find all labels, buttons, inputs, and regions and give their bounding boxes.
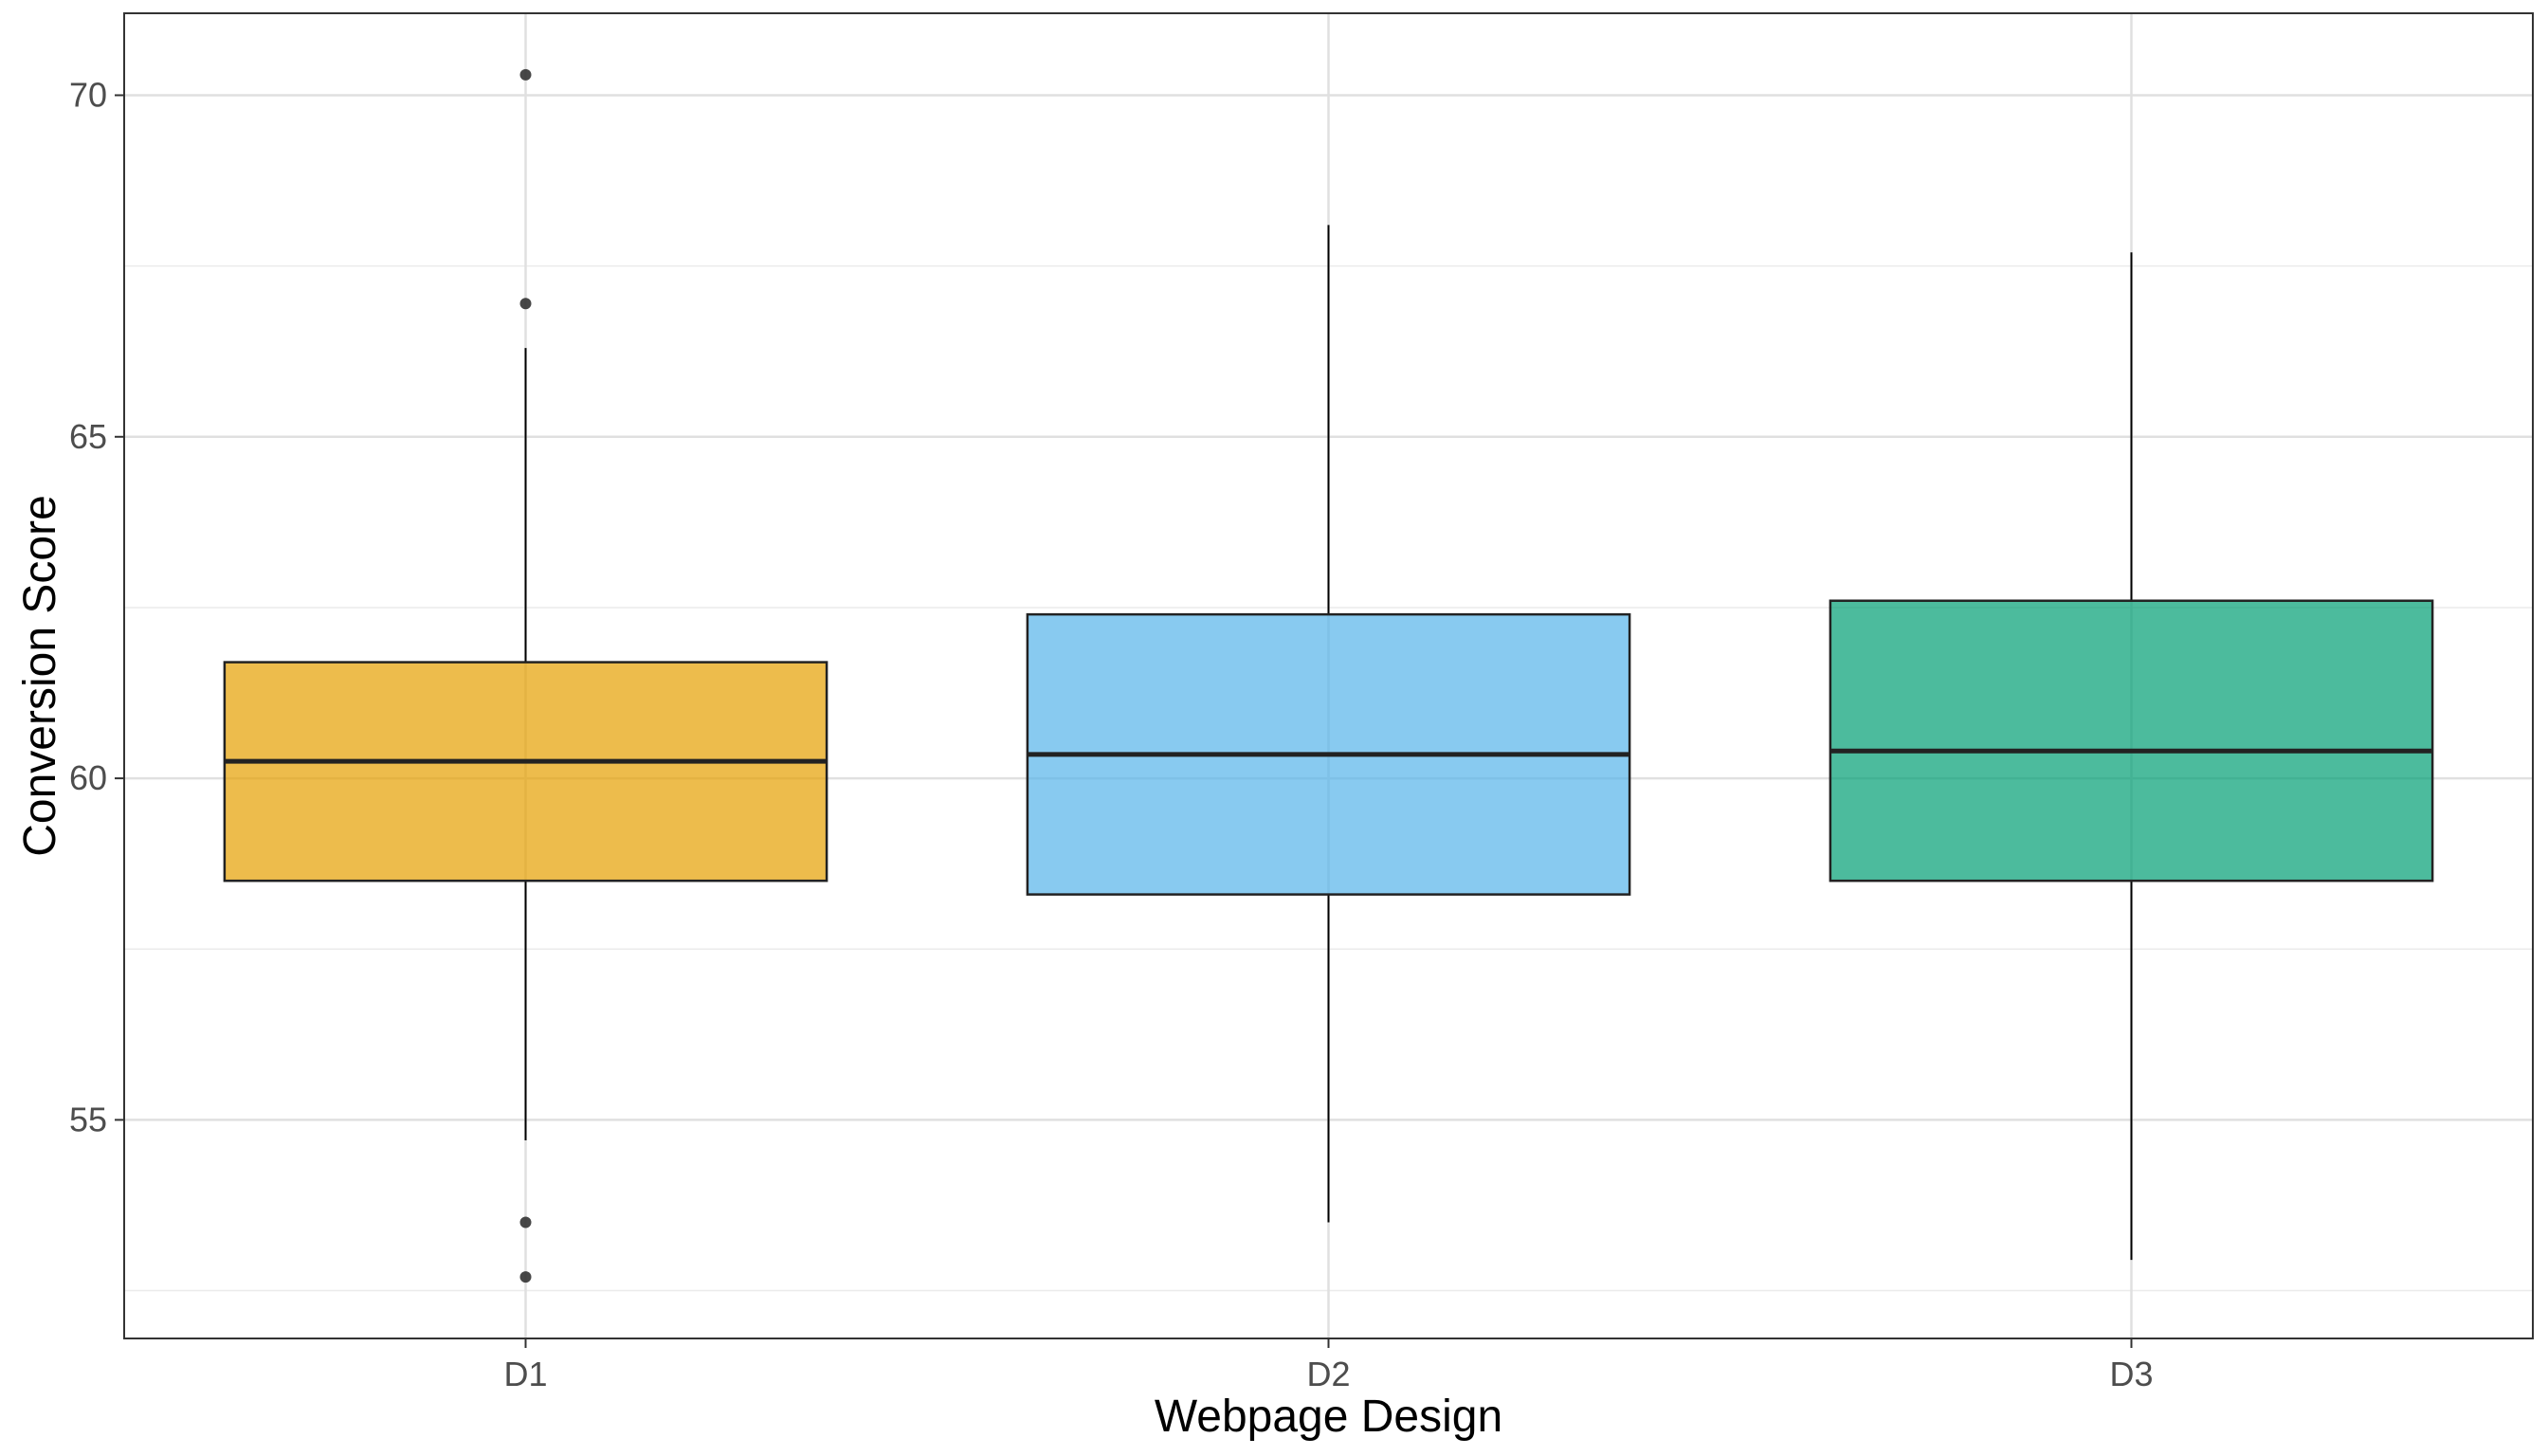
- box-iqr: [1829, 599, 2434, 883]
- y-tick-label: 65: [69, 417, 107, 456]
- y-tick-label: 60: [69, 758, 107, 797]
- box-layer: [223, 68, 2434, 1283]
- x-tick-label: D2: [1306, 1355, 1350, 1393]
- outlier-point: [519, 1271, 532, 1283]
- x-tick-label: D3: [2109, 1355, 2153, 1393]
- box-d1: [223, 68, 828, 1283]
- outlier-point: [519, 68, 532, 81]
- box-d2: [1026, 225, 1631, 1223]
- y-tick-label: 55: [69, 1100, 107, 1138]
- box-d3: [1829, 252, 2434, 1261]
- x-axis-title: Webpage Design: [1155, 1392, 1502, 1442]
- outlier-point: [519, 1216, 532, 1228]
- y-axis-title: Conversion Score: [15, 495, 65, 857]
- box-iqr: [223, 661, 828, 883]
- x-tick-label: D1: [503, 1355, 547, 1393]
- y-tick-label: 70: [69, 75, 107, 114]
- axis-layer: 55 60 65 70 D1 D2 D3: [69, 75, 2154, 1393]
- outlier-point: [519, 298, 532, 310]
